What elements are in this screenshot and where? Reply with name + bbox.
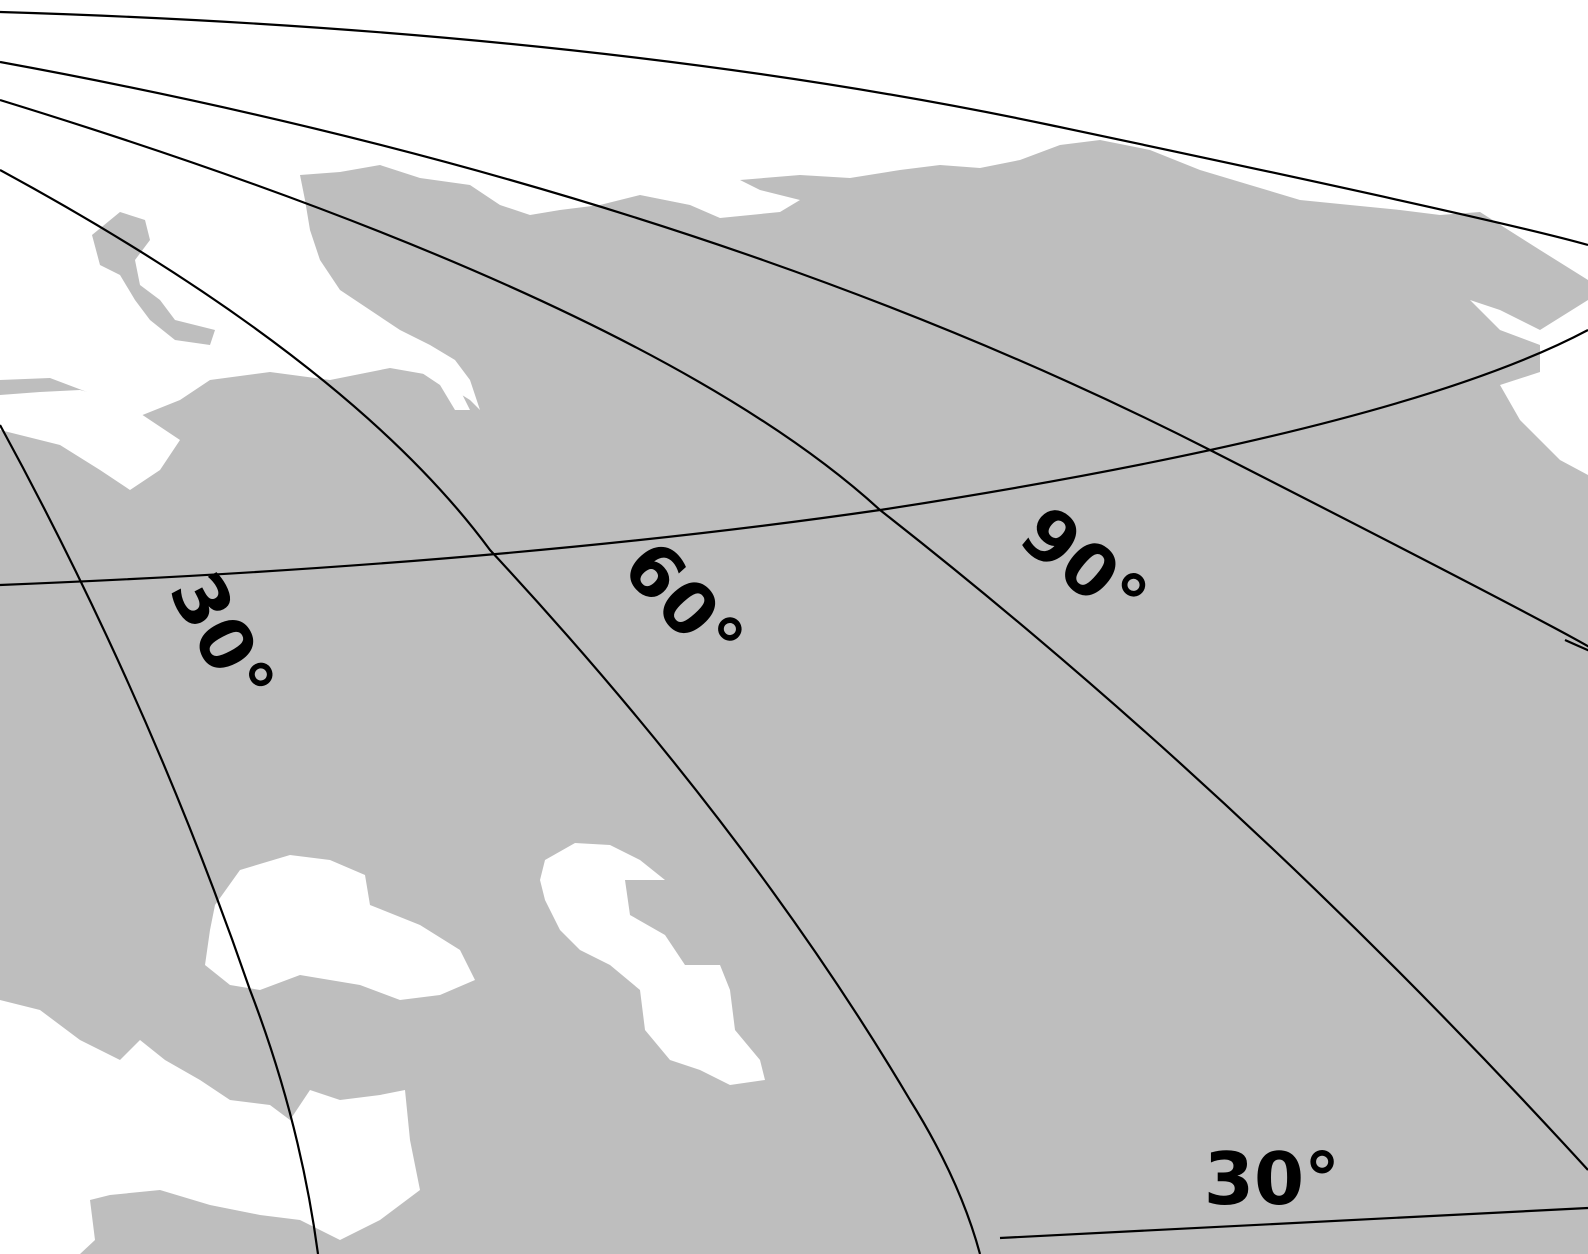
uk — [0, 585, 45, 640]
parallel-label: 30° — [1204, 1137, 1340, 1221]
mediterranean — [0, 1000, 420, 1254]
baltic — [0, 390, 180, 490]
water-bodies — [0, 285, 765, 1254]
white-sea — [265, 285, 470, 410]
meridian — [0, 60, 1588, 652]
caspian — [540, 843, 765, 1085]
black-sea — [205, 855, 475, 1000]
graticule — [0, 10, 1588, 1254]
meridian — [0, 424, 320, 1254]
parallel — [0, 329, 1588, 587]
scandinavia — [92, 212, 215, 345]
meridian — [0, 169, 982, 1254]
parallel — [999, 1206, 1588, 1240]
meridian — [0, 10, 1588, 247]
